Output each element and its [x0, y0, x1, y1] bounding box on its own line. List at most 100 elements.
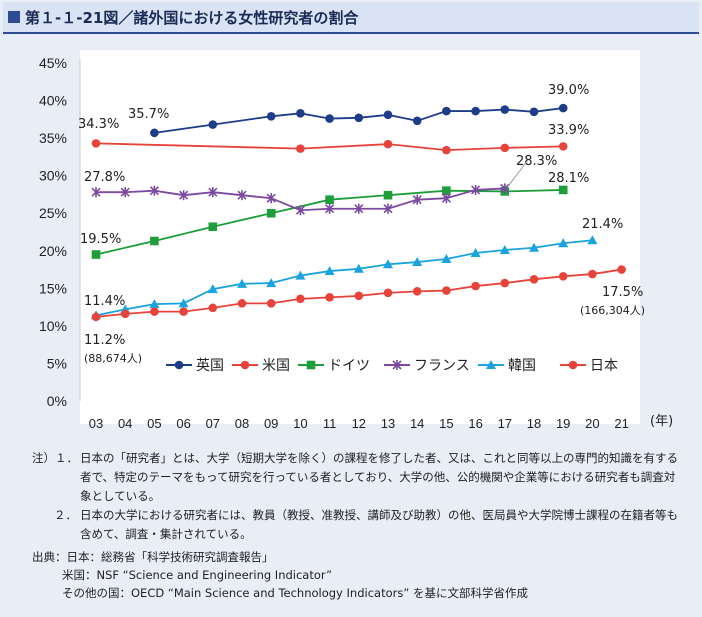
- legend-marker-日本: [568, 360, 578, 370]
- legend-label: 英国: [196, 357, 224, 374]
- x-tick-label: 10: [293, 416, 307, 431]
- data-point-英国: [558, 103, 568, 113]
- data-point-日本: [120, 309, 130, 319]
- source-others: その他の国：OECD “Main Science and Technology …: [62, 586, 528, 600]
- x-tick-label: 19: [556, 416, 570, 431]
- data-label: 17.5%: [602, 285, 643, 300]
- data-point-フランス: [471, 184, 481, 195]
- x-tick-label: 16: [468, 416, 482, 431]
- data-point-フランス: [325, 203, 335, 214]
- x-tick-label: 03: [89, 416, 103, 431]
- data-point-日本: [354, 291, 364, 301]
- source-japan: 出典：日本：総務省「科学技術研究調査報告」: [32, 550, 274, 564]
- x-tick-label: 13: [381, 416, 395, 431]
- data-point-韓国: [499, 245, 510, 255]
- data-point-英国: [412, 116, 422, 126]
- data-point-韓国: [295, 270, 306, 280]
- data-point-英国: [296, 109, 305, 118]
- x-tick-label: 15: [439, 416, 453, 431]
- y-tick-label: 30%: [39, 168, 67, 184]
- data-point-韓国: [353, 263, 364, 273]
- data-point-韓国: [529, 242, 539, 252]
- data-label: 28.3%: [516, 154, 557, 169]
- data-point-韓国: [324, 266, 335, 276]
- data-point-フランス: [412, 194, 422, 205]
- note-2-text: 日本の大学における研究者には、教員（教授、准教授、講師及び助教）の他、医局員や大…: [80, 508, 678, 541]
- data-label: 39.0%: [548, 83, 589, 98]
- note-2: ２． 日本の大学における研究者には、教員（教授、准教授、講師及び助教）の他、医局…: [32, 506, 682, 544]
- legend-marker-米国: [240, 360, 250, 370]
- figure-title: 第１-１-21図／諸外国における女性研究者の割合: [25, 9, 359, 27]
- chart: 0% 5% 10% 15% 20% 25% 30% 35% 40% 45% 03 04 05 06 07 08…: [39, 50, 673, 431]
- data-label: 34.3%: [78, 117, 119, 132]
- data-point-日本: [150, 307, 159, 316]
- data-point-フランス: [295, 205, 305, 216]
- data-point-米国: [383, 139, 393, 149]
- data-point-ドイツ: [150, 236, 159, 246]
- data-label: 11.2%: [84, 333, 125, 348]
- data-point-フランス: [91, 187, 101, 198]
- x-tick-label: 08: [235, 416, 249, 431]
- x-tick-label: 09: [264, 416, 278, 431]
- data-point-ドイツ: [266, 208, 276, 218]
- data-point-英国: [383, 110, 393, 120]
- data-point-米国: [91, 139, 101, 148]
- title-bar: 第１-１-21図／諸外国における女性研究者の割合: [3, 2, 699, 34]
- data-point-韓国: [237, 278, 247, 288]
- data-point-英国: [354, 113, 364, 123]
- data-point-日本: [588, 269, 597, 279]
- y-tick-label: 10%: [39, 318, 67, 334]
- data-label: 33.9%: [548, 123, 589, 138]
- y-tick-label: 0%: [47, 393, 67, 409]
- x-tick-label: 12: [352, 416, 366, 431]
- y-tick-label: 35%: [39, 130, 67, 146]
- data-point-ドイツ: [208, 222, 218, 232]
- series-line-米国: [95, 142, 564, 152]
- data-point-日本: [325, 293, 334, 302]
- y-tick-label: 40%: [39, 93, 67, 109]
- data-point-英国: [500, 105, 510, 114]
- legend-label: 日本: [590, 358, 618, 374]
- title-marker: [8, 11, 20, 23]
- data-point-日本: [500, 278, 510, 288]
- data-point-韓国: [383, 259, 393, 269]
- data-point-英国: [266, 112, 276, 121]
- data-point-フランス: [149, 185, 159, 196]
- x-tick-label: 11: [323, 416, 337, 431]
- data-point-韓国: [149, 299, 160, 309]
- data-point-日本: [266, 299, 276, 308]
- data-label: 27.8%: [84, 170, 125, 185]
- data-point-フランス: [237, 190, 247, 201]
- data-point-韓国: [266, 278, 277, 288]
- legend-marker-フランス: [392, 360, 402, 370]
- data-point-ドイツ: [325, 195, 334, 205]
- data-point-米国: [500, 143, 510, 153]
- data-point-ドイツ: [442, 186, 451, 195]
- data-point-フランス: [208, 187, 218, 198]
- x-tick-label: 18: [527, 416, 541, 431]
- data-label: (166,304人): [580, 304, 645, 317]
- data-point-フランス: [120, 187, 130, 198]
- x-tick-label: 05: [147, 416, 161, 431]
- legend-label: ドイツ: [328, 358, 370, 374]
- data-point-フランス: [500, 183, 510, 194]
- data-label: 11.4%: [84, 294, 125, 309]
- x-tick-label: 21: [614, 416, 628, 431]
- series-line-韓国: [95, 239, 593, 317]
- data-point-フランス: [266, 193, 276, 204]
- data-point-日本: [412, 287, 422, 296]
- legend-marker-ドイツ: [306, 360, 316, 370]
- data-point-日本: [179, 307, 188, 316]
- data-label: 21.4%: [582, 217, 623, 232]
- data-point-英国: [150, 128, 159, 138]
- data-point-米国: [558, 142, 568, 151]
- legend-label: 米国: [262, 358, 290, 374]
- data-point-日本: [558, 272, 568, 281]
- sources: 出典：日本：総務省「科学技術研究調査報告」 米国：NSF “Science an…: [32, 548, 528, 602]
- data-point-ドイツ: [383, 190, 393, 200]
- data-point-ドイツ: [91, 250, 101, 259]
- source-us: 米国：NSF “Science and Engineering Indicato…: [62, 568, 333, 582]
- y-tick-label: 5%: [47, 355, 67, 371]
- leader-line: [508, 159, 529, 186]
